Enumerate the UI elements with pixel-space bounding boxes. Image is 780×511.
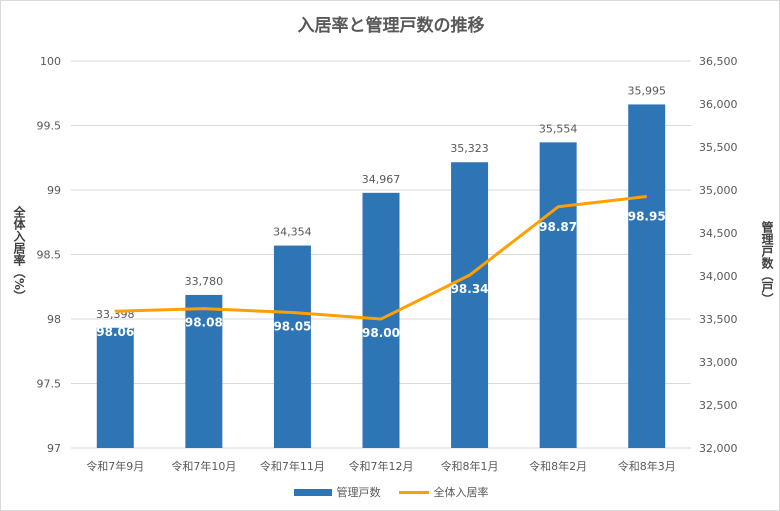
bar-data-label: 35,995 — [627, 84, 666, 97]
line-data-label: 98.08 — [185, 316, 223, 330]
left-tick-label: 100 — [40, 55, 61, 68]
bar — [96, 327, 134, 448]
line-data-label: 98.05 — [273, 320, 311, 334]
bar-data-label: 33,780 — [185, 275, 224, 288]
right-tick-label: 34,500 — [699, 227, 738, 240]
x-tick-label: 令和7年11月 — [260, 459, 325, 473]
left-tick-label: 97.5 — [37, 378, 62, 391]
x-tick-label: 令和7年10月 — [171, 459, 236, 473]
bar — [539, 142, 577, 448]
left-tick-label: 99 — [47, 184, 61, 197]
right-tick-label: 32,000 — [699, 442, 738, 455]
right-tick-label: 33,000 — [699, 356, 738, 369]
bar-data-label: 34,354 — [273, 226, 312, 239]
chart-title: 入居率と管理戸数の推移 — [297, 16, 485, 36]
right-tick-label: 32,500 — [699, 399, 738, 412]
right-tick-label: 36,000 — [699, 98, 738, 111]
legend-item-line: 全体入居率 — [398, 484, 489, 500]
line-data-label: 98.34 — [451, 282, 489, 296]
right-tick-label: 36,500 — [699, 55, 738, 68]
legend-swatch-bar — [293, 488, 332, 496]
legend: 管理戸数 全体入居率 — [1, 484, 779, 500]
legend-label-bar: 管理戸数 — [336, 486, 381, 499]
x-tick-label: 令和8年3月 — [618, 459, 676, 473]
left-tick-label: 98 — [47, 313, 61, 326]
right-tick-label: 35,500 — [699, 141, 738, 154]
x-tick-label: 令和7年12月 — [349, 459, 414, 473]
bar-data-label: 35,323 — [450, 142, 489, 155]
right-tick-label: 33,500 — [699, 313, 738, 326]
line-series — [115, 194, 647, 321]
right-tick-label: 35,000 — [699, 184, 738, 197]
left-tick-label: 99.5 — [37, 120, 62, 133]
bar-data-label: 34,967 — [362, 173, 401, 186]
legend-swatch-line — [398, 490, 429, 494]
bar — [628, 104, 666, 449]
left-tick-label: 98.5 — [37, 249, 62, 262]
left-axis-title: 全体入居率（%） — [12, 206, 26, 303]
x-tick-label: 令和8年2月 — [529, 459, 587, 473]
line-data-label: 98.06 — [96, 325, 134, 339]
bar — [451, 162, 489, 449]
bar-data-label: 35,554 — [539, 122, 578, 135]
bar — [273, 245, 311, 448]
line-data-label: 98.00 — [362, 326, 400, 340]
right-axis-title: 管理戸数（戸） — [760, 221, 774, 305]
legend-item-bar: 管理戸数 — [293, 484, 381, 500]
x-tick-label: 令和8年1月 — [441, 459, 499, 473]
bar — [185, 294, 223, 448]
left-tick-label: 97 — [47, 442, 61, 455]
line-data-label: 98.87 — [539, 220, 577, 234]
line-data-label: 98.95 — [628, 209, 666, 223]
x-tick-label: 令和7年9月 — [86, 459, 144, 473]
legend-label-line: 全体入居率 — [433, 486, 489, 499]
right-tick-label: 34,000 — [699, 270, 738, 283]
